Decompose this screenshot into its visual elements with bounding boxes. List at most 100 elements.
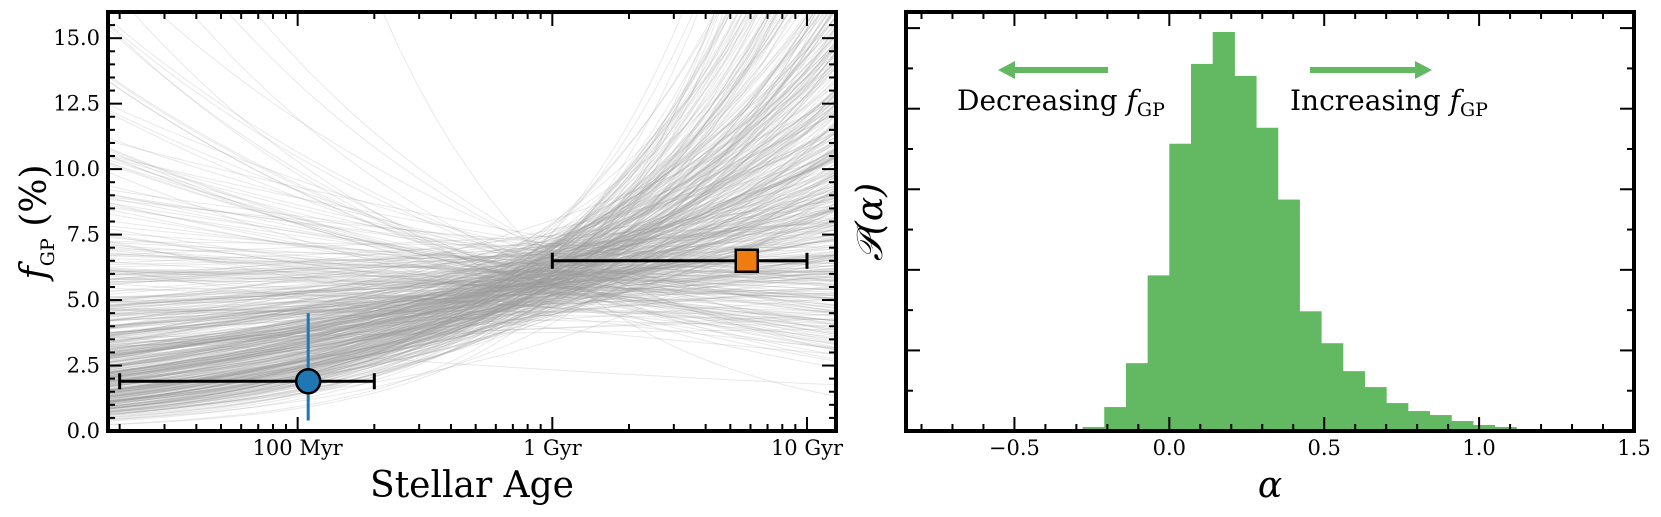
posterior-draw-line [108, 208, 836, 301]
posterior-draw-line [108, 109, 836, 374]
posterior-draw-line [108, 206, 836, 300]
posterior-draw-line [108, 12, 771, 397]
posterior-draw-line [108, 92, 836, 386]
posterior-draw-line [108, 154, 836, 287]
posterior-draw-line [108, 254, 836, 306]
posterior-draw-line [108, 175, 836, 378]
posterior-draw-line [108, 185, 836, 357]
posterior-draw-line [108, 26, 836, 398]
posterior-draw-line [108, 80, 836, 349]
square-marker [734, 248, 759, 274]
posterior-draw-line [108, 12, 794, 410]
posterior-draw-line [108, 99, 836, 367]
posterior-draw-line [108, 128, 836, 343]
posterior-draw-line [108, 76, 836, 346]
posterior-draw-line [108, 12, 816, 383]
posterior-draw-line [108, 240, 836, 281]
posterior-draw-line [108, 12, 834, 405]
posterior-draw-line [108, 91, 836, 369]
posterior-draw-line [108, 208, 836, 368]
posterior-draw-line [108, 241, 836, 249]
posterior-draw-line [108, 130, 836, 336]
posterior-draw-line [108, 240, 836, 328]
posterior-draw-line [108, 208, 836, 359]
y-title-suffix: (%) [14, 164, 55, 238]
posterior-draw-line [108, 126, 836, 363]
posterior-draw-line [108, 81, 836, 396]
posterior-draw-line [108, 16, 836, 379]
posterior-draw-line [108, 221, 836, 330]
y-tick-label: 2.5 [67, 354, 100, 378]
posterior-draw-line [108, 90, 836, 371]
posterior-draw-line [108, 67, 836, 379]
posterior-draw-line [108, 224, 836, 351]
posterior-draw-line [108, 197, 836, 328]
posterior-draw-line [108, 53, 836, 394]
posterior-draw-line [108, 229, 836, 301]
y-tick-label: 5.0 [67, 288, 100, 312]
posterior-draw-line [108, 12, 728, 410]
posterior-draw-line [108, 274, 836, 334]
posterior-draw-line [108, 12, 750, 398]
posterior-draw-line [108, 195, 836, 282]
posterior-draw-line [108, 12, 797, 375]
posterior-draw-line [108, 191, 836, 334]
posterior-draw-line [108, 12, 790, 403]
posterior-draw-line [108, 23, 836, 343]
posterior-draw-line [108, 150, 836, 403]
posterior-draw-line [108, 162, 836, 395]
posterior-draw-line [108, 234, 836, 280]
posterior-draw-line [108, 73, 836, 394]
posterior-draw-line [108, 123, 836, 391]
posterior-draw-line [108, 173, 836, 361]
posterior-draw-line [108, 105, 836, 357]
posterior-draw-line [108, 12, 811, 393]
posterior-draw-line [108, 122, 836, 392]
posterior-draw-line [108, 109, 836, 326]
posterior-draw-line [108, 93, 836, 394]
posterior-draw-line [108, 245, 836, 268]
posterior-draw-line [108, 119, 836, 409]
posterior-draw-line [108, 271, 836, 327]
posterior-draw-line [108, 155, 836, 308]
posterior-draw-line [108, 108, 836, 386]
posterior-draw-line [108, 158, 836, 353]
posterior-draw-line [108, 12, 779, 418]
posterior-draw-line [108, 58, 836, 400]
posterior-draw-line [108, 209, 836, 350]
posterior-draw-line [108, 171, 836, 383]
posterior-draw-line [108, 233, 836, 325]
histogram-bar [1429, 415, 1452, 431]
posterior-draw-line [108, 151, 836, 374]
posterior-draw-line [108, 264, 836, 322]
x-tick-label: 0.5 [1308, 436, 1341, 460]
posterior-draw-line [108, 271, 836, 275]
posterior-draw-line [108, 189, 836, 376]
posterior-draw-line [108, 299, 836, 304]
posterior-draw-line [108, 171, 836, 350]
posterior-draw-line [108, 98, 836, 373]
posterior-draw-line [108, 182, 836, 371]
right-plot-frame [904, 10, 1636, 433]
posterior-draw-line [108, 222, 836, 256]
posterior-draw-line [108, 275, 836, 325]
posterior-draw-line [108, 142, 836, 368]
posterior-draw-line [108, 136, 836, 377]
posterior-draw-line [108, 268, 836, 349]
posterior-draw-line [108, 12, 719, 413]
posterior-draw-line [108, 12, 744, 415]
posterior-draw-line [108, 159, 836, 376]
posterior-draw-line [108, 84, 836, 360]
posterior-draw-line [108, 106, 836, 379]
posterior-draw-line [108, 254, 836, 304]
posterior-draw-line [108, 114, 836, 404]
posterior-draw-line [108, 207, 836, 348]
posterior-draw-line [108, 136, 836, 354]
posterior-draw-line [108, 156, 836, 389]
posterior-draw-line [108, 137, 836, 309]
posterior-draw-line [108, 12, 729, 410]
posterior-draw-line [108, 12, 823, 384]
posterior-draw-line [108, 12, 758, 408]
posterior-draw-line [108, 100, 836, 378]
posterior-draw-line [108, 195, 836, 348]
